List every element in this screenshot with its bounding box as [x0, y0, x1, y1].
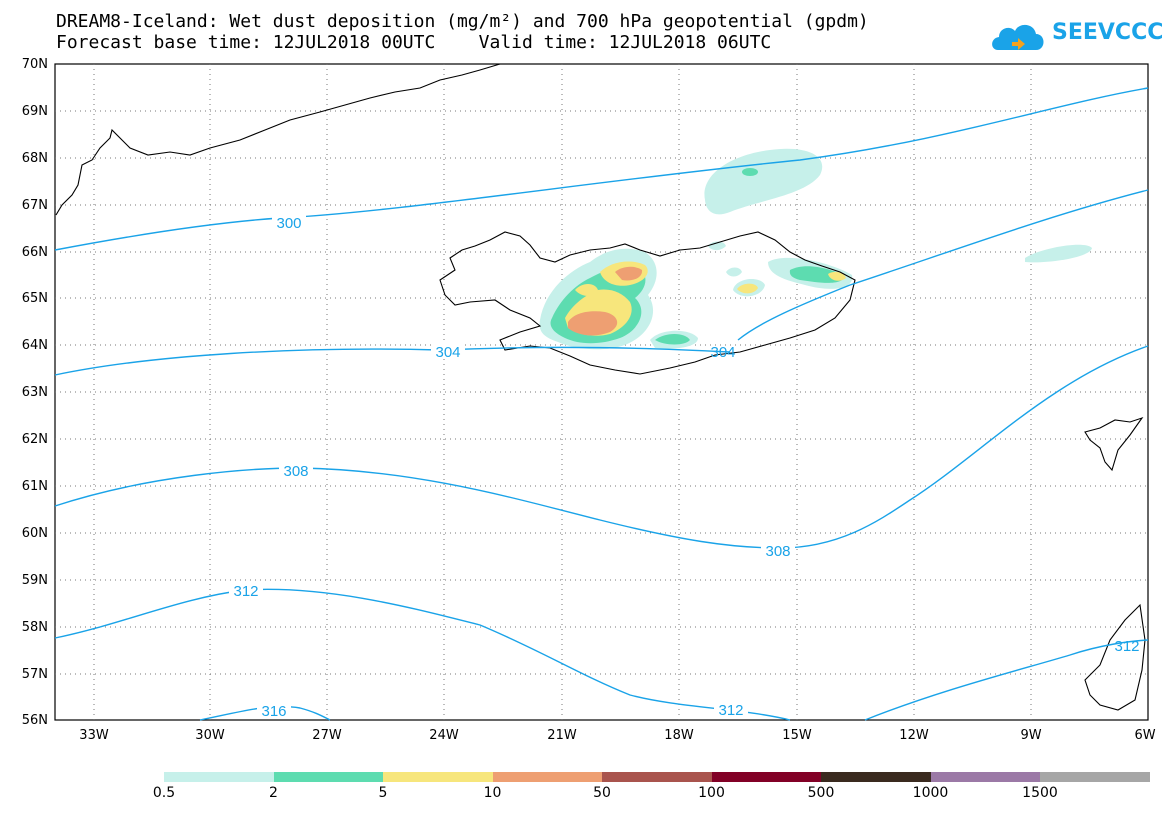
contour-label-312: 312 — [233, 583, 258, 600]
legend-label: 1500 — [1022, 785, 1058, 801]
legend-label: 100 — [698, 785, 725, 801]
grid-lines — [55, 64, 1148, 720]
legend-label: 500 — [807, 785, 835, 801]
legend-swatch — [602, 772, 712, 782]
lon-label: 30W — [195, 728, 225, 743]
legend-swatch — [164, 772, 274, 782]
lon-label: 24W — [429, 728, 459, 743]
lat-label: 64N — [21, 338, 48, 353]
contour-label-304: 304 — [435, 344, 460, 361]
contour-label-312-east: 312 — [1114, 638, 1139, 655]
lat-label: 66N — [21, 245, 48, 260]
lat-label: 60N — [21, 526, 48, 541]
legend-label: 2 — [269, 785, 278, 801]
contour-label-316: 316 — [261, 703, 286, 720]
lat-label: 56N — [21, 713, 48, 728]
legend-label: 10 — [483, 785, 502, 801]
map-title: DREAM8-Iceland: Wet dust deposition (mg/… — [56, 11, 869, 32]
cloud-icon — [992, 24, 1044, 50]
lat-label: 61N — [21, 479, 48, 494]
legend-label: 0.5 — [152, 785, 176, 801]
coastlines — [55, 63, 1146, 711]
lon-label: 27W — [312, 728, 342, 743]
lat-label: 59N — [21, 573, 48, 588]
lat-label: 57N — [21, 667, 48, 682]
lon-label: 15W — [782, 728, 812, 743]
legend-swatch — [492, 772, 602, 782]
legend-swatch — [821, 772, 931, 782]
contour-label-312-south: 312 — [718, 702, 743, 719]
legend-swatch — [711, 772, 821, 782]
lon-label: 21W — [547, 728, 577, 743]
legend-swatch — [273, 772, 383, 782]
legend-swatch — [930, 772, 1040, 782]
lat-label: 65N — [21, 291, 48, 306]
lat-label: 68N — [21, 151, 48, 166]
contour-label-308-east: 308 — [765, 543, 790, 560]
legend-label: 1000 — [912, 785, 949, 801]
color-legend — [164, 772, 1150, 782]
lon-label: 18W — [664, 728, 694, 743]
seevccc-logo-text: SEEVCCC — [1052, 20, 1164, 45]
legend-label: 50 — [593, 785, 611, 801]
contour-label-304-east: 304 — [710, 344, 735, 361]
geopotential-contours — [54, 87, 1149, 721]
lat-label: 63N — [21, 385, 48, 400]
lon-label: 33W — [79, 728, 109, 743]
lat-label: 62N — [21, 432, 48, 447]
lon-label: 12W — [899, 728, 929, 743]
lon-label: 9W — [1020, 728, 1042, 743]
lat-label: 69N — [21, 104, 48, 119]
lat-label: 70N — [21, 57, 48, 72]
contour-label-300: 300 — [276, 215, 301, 232]
contour-label-308: 308 — [283, 463, 308, 480]
lat-label: 58N — [21, 620, 48, 635]
dust-deposition-field — [539, 148, 1092, 350]
map-subtitle-times: Forecast base time: 12JUL2018 00UTC Vali… — [56, 32, 772, 53]
lat-label: 67N — [21, 198, 48, 213]
legend-label: 5 — [378, 785, 388, 801]
lon-label: 6W — [1134, 728, 1156, 743]
contour-labels: 300 304 304 308 308 312 312 312 316 — [229, 212, 1140, 720]
legend-swatch — [1040, 772, 1150, 782]
legend-swatch — [383, 772, 493, 782]
